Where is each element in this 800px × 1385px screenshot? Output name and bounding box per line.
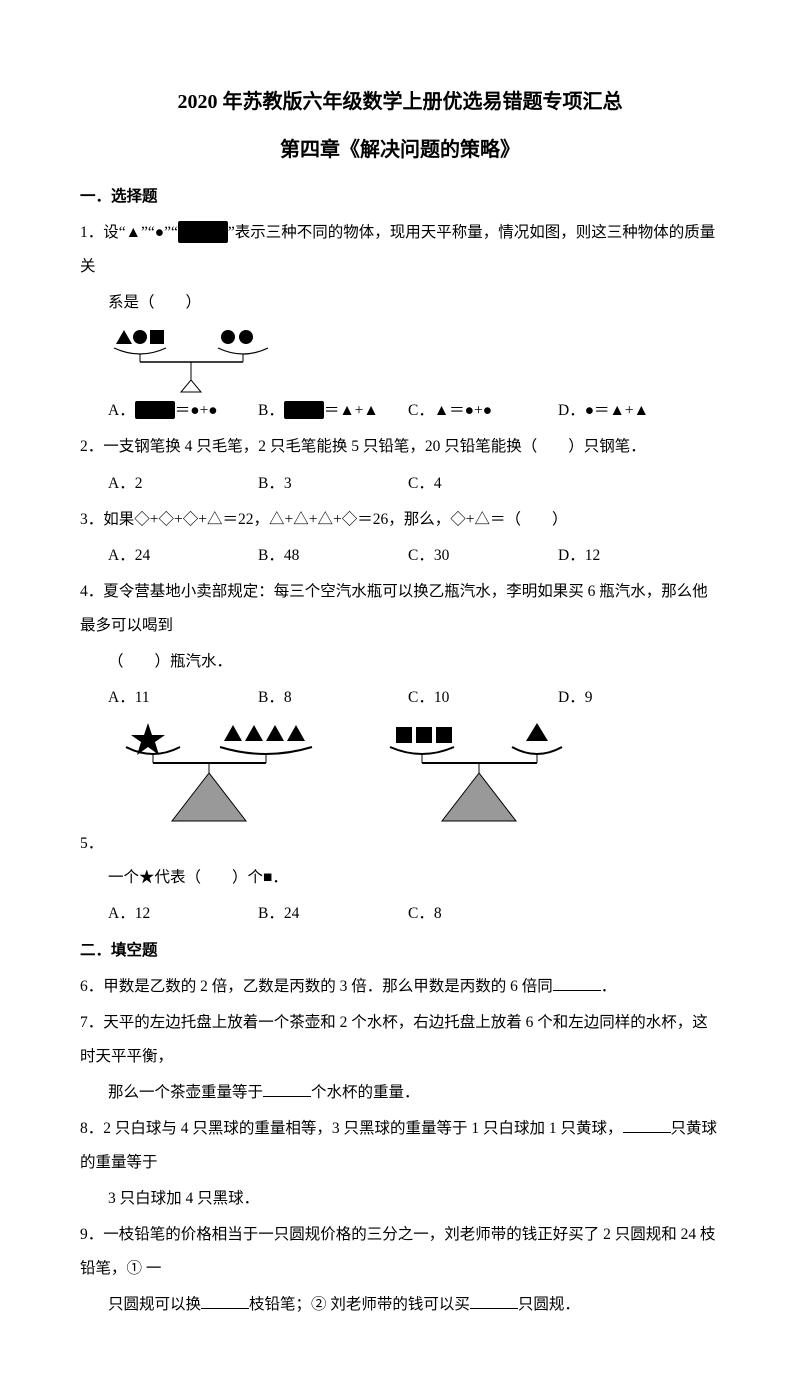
q1-opt-d: D．●＝▲+▲: [558, 394, 708, 428]
q5-figures: [80, 717, 720, 827]
blank-input[interactable]: [263, 1080, 311, 1097]
blank-input[interactable]: [623, 1116, 671, 1133]
q4-opt-b: B．8: [258, 681, 408, 715]
q5-opt-a: A．12: [108, 897, 258, 931]
question-8-line1: 8．2 只白球与 4 只黑球的重量相等，3 只黑球的重量等于 1 只白球加 1 …: [80, 1112, 720, 1180]
section-1-heading: 一．选择题: [80, 180, 720, 214]
title-line2: 第四章《解决问题的策略》: [80, 128, 720, 172]
q5-options: A．12 B．24 C．8: [80, 897, 720, 931]
blank-input[interactable]: [201, 1293, 249, 1310]
blotch-icon: [135, 401, 175, 419]
question-9-line2: 只圆规可以换枝铅笔；② 刘老师带的钱可以买只圆规．: [80, 1288, 720, 1322]
blotch-icon: [284, 401, 324, 419]
q1-line2: 系是（ ）: [80, 286, 720, 320]
balance-svg: [108, 322, 288, 394]
q4-line2: （ ）瓶汽水．: [80, 645, 720, 679]
balance-left-svg: [108, 717, 338, 827]
q1-opt-b: B．＝▲+▲: [258, 394, 408, 428]
question-8-line2: 3 只白球加 4 只黑球．: [80, 1182, 720, 1216]
q3-options: A．24 B．48 C．30 D．12: [80, 539, 720, 573]
q5-opt-c: C．8: [408, 897, 558, 931]
q2-opt-c: C．4: [408, 467, 558, 501]
question-2: 2．一支钢笔换 4 只毛笔，2 只毛笔能换 5 只铅笔，20 只铅笔能换（ ）只…: [80, 430, 720, 464]
question-4: 4．夏令营基地小卖部规定：每三个空汽水瓶可以换乙瓶汽水，李明如果买 6 瓶汽水，…: [80, 575, 720, 643]
blotch-icon: [178, 221, 228, 243]
question-6: 6．甲数是乙数的 2 倍，乙数是丙数的 3 倍．那么甲数是丙数的 6 倍同．: [80, 970, 720, 1004]
q1-opt-c: C．▲＝●+●: [408, 394, 558, 428]
question-1: 1．设“▲”“●”“”表示三种不同的物体，现用天平称量，情况如图，则这三种物体的…: [80, 216, 720, 284]
q2-options: A．2 B．3 C．4: [80, 467, 720, 501]
question-7-line2: 那么一个茶壶重量等于个水杯的重量．: [80, 1076, 720, 1110]
q4-opt-c: C．10: [408, 681, 558, 715]
question-9-line1: 9．一枝铅笔的价格相当于一只圆规价格的三分之一，刘老师带的钱正好买了 2 只圆规…: [80, 1218, 720, 1286]
q4-opt-a: A．11: [108, 681, 258, 715]
balance-right-svg: [372, 717, 602, 827]
q1-balance-figure: [80, 322, 720, 394]
q1-pre: 设“▲”“●”“: [103, 224, 178, 241]
q3-opt-b: B．48: [258, 539, 408, 573]
q3-opt-c: C．30: [408, 539, 558, 573]
q4-options: A．11 B．8 C．10 D．9: [80, 681, 720, 715]
exam-page: 2020 年苏教版六年级数学上册优选易错题专项汇总 第四章《解决问题的策略》 一…: [0, 0, 800, 1385]
q1-num: 1．: [80, 224, 103, 241]
q4-opt-d: D．9: [558, 681, 708, 715]
q5-opt-b: B．24: [258, 897, 408, 931]
title-line1: 2020 年苏教版六年级数学上册优选易错题专项汇总: [80, 80, 720, 124]
q5-line2: 一个★代表（ ）个■．: [80, 861, 720, 895]
blank-input[interactable]: [470, 1293, 518, 1310]
section-2-heading: 二．填空题: [80, 934, 720, 968]
question-7-line1: 7．天平的左边托盘上放着一个茶壶和 2 个水杯，右边托盘上放着 6 个和左边同样…: [80, 1006, 720, 1074]
q3-opt-a: A．24: [108, 539, 258, 573]
question-5-num: 5．: [80, 835, 103, 852]
q3-opt-d: D．12: [558, 539, 708, 573]
question-3: 3．如果◇+◇+◇+△＝22，△+△+△+◇＝26，那么，◇+△＝（ ）: [80, 503, 720, 537]
q2-opt-a: A．2: [108, 467, 258, 501]
blank-input[interactable]: [553, 974, 601, 991]
q1-opt-a: A．＝●+●: [108, 394, 258, 428]
q1-options: A．＝●+● B．＝▲+▲ C．▲＝●+● D．●＝▲+▲: [80, 394, 720, 428]
q2-opt-b: B．3: [258, 467, 408, 501]
